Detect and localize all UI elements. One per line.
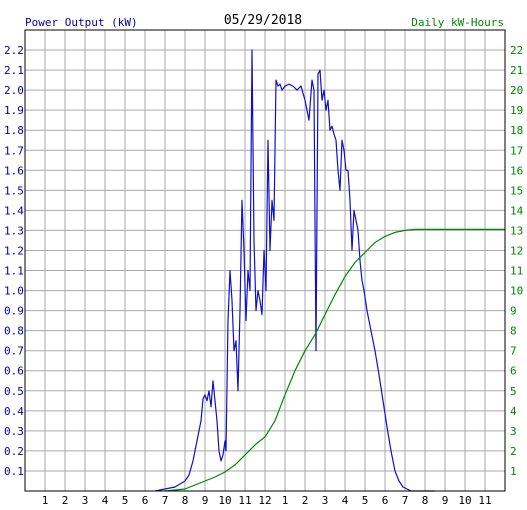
left-tick-label: 0.4 (4, 405, 24, 418)
left-tick-label: 0.6 (4, 365, 24, 378)
left-tick-label: 0.5 (4, 385, 24, 398)
left-tick-label: 1.2 (4, 244, 24, 257)
x-tick-label: 6 (382, 494, 389, 507)
x-tick-label: 2 (302, 494, 309, 507)
left-tick-label: 0.8 (4, 325, 24, 338)
left-tick-label: 0.7 (4, 345, 24, 358)
x-tick-label: 11 (238, 494, 251, 507)
left-tick-label: 1.3 (4, 224, 24, 237)
left-tick-label: 1.6 (4, 164, 24, 177)
x-tick-label: 10 (458, 494, 471, 507)
left-tick-label: 1.7 (4, 144, 24, 157)
right-tick-label: 21 (510, 64, 523, 77)
x-tick-label: 8 (182, 494, 189, 507)
left-tick-label: 0.1 (4, 465, 24, 478)
x-tick-label: 1 (282, 494, 289, 507)
right-tick-label: 22 (510, 44, 523, 57)
left-tick-label: 1.1 (4, 265, 24, 278)
x-tick-label: 4 (102, 494, 109, 507)
x-tick-label: 6 (142, 494, 149, 507)
x-tick-label: 3 (322, 494, 329, 507)
right-tick-label: 19 (510, 104, 523, 117)
left-tick-label: 2.0 (4, 84, 24, 97)
x-axis-ticks: 1 2 3 4 5 6 7 8 9 10 11 12 1 2 3 4 5 6 7 8 9 10 11 (42, 494, 492, 507)
left-tick-label: 1.8 (4, 124, 24, 137)
right-tick-label: 6 (510, 365, 517, 378)
right-tick-label: 2 (510, 445, 517, 458)
x-tick-label: 7 (162, 494, 169, 507)
x-tick-label: 3 (82, 494, 89, 507)
left-tick-label: 1.4 (4, 204, 24, 217)
left-tick-label: 0.2 (4, 445, 24, 458)
chart-date: 05/29/2018 (224, 13, 302, 28)
left-tick-label: 2.1 (4, 64, 24, 77)
x-tick-label: 9 (442, 494, 449, 507)
left-tick-label: 1.0 (4, 285, 24, 298)
right-tick-label: 20 (510, 84, 523, 97)
plot-frame (24, 29, 506, 492)
x-tick-label: 12 (258, 494, 271, 507)
right-tick-label: 12 (510, 244, 523, 257)
right-tick-label: 7 (510, 345, 517, 358)
right-tick-label: 18 (510, 124, 523, 137)
left-tick-label: 0.9 (4, 305, 24, 318)
left-tick-label: 0.3 (4, 425, 24, 438)
x-tick-label: 9 (202, 494, 209, 507)
x-tick-label: 2 (62, 494, 69, 507)
right-tick-label: 4 (510, 405, 517, 418)
right-tick-label: 8 (510, 325, 517, 338)
x-tick-label: 7 (402, 494, 409, 507)
right-tick-label: 15 (510, 184, 523, 197)
x-tick-label: 11 (478, 494, 491, 507)
grid (25, 30, 505, 491)
right-tick-label: 17 (510, 144, 523, 157)
x-tick-label: 1 (42, 494, 49, 507)
right-tick-label: 10 (510, 285, 523, 298)
chart-left-title: Power Output (kW) (25, 16, 138, 29)
left-tick-label: 2.2 (4, 44, 24, 57)
right-tick-label: 14 (510, 204, 524, 217)
energy-series-line (164, 228, 505, 492)
left-tick-label: 1.5 (4, 184, 24, 197)
right-tick-label: 16 (510, 164, 523, 177)
x-tick-label: 5 (122, 494, 129, 507)
right-tick-label: 1 (510, 465, 517, 478)
right-tick-label: 9 (510, 305, 517, 318)
left-tick-label: 1.9 (4, 104, 24, 117)
right-tick-label: 13 (510, 224, 523, 237)
right-tick-label: 5 (510, 385, 517, 398)
power-series-line (154, 49, 435, 492)
right-tick-label: 3 (510, 425, 517, 438)
right-tick-label: 11 (510, 265, 523, 278)
left-axis-ticks: 0.1 0.2 0.3 0.4 0.5 0.6 0.7 0.8 0.9 1.0 1.1 1.2 1.3 1… (4, 44, 24, 478)
series (154, 49, 505, 492)
x-tick-label: 8 (422, 494, 429, 507)
x-tick-label: 10 (218, 494, 231, 507)
x-tick-label: 4 (342, 494, 349, 507)
x-tick-label: 5 (362, 494, 369, 507)
chart-right-title: Daily kW-Hours (411, 16, 504, 29)
